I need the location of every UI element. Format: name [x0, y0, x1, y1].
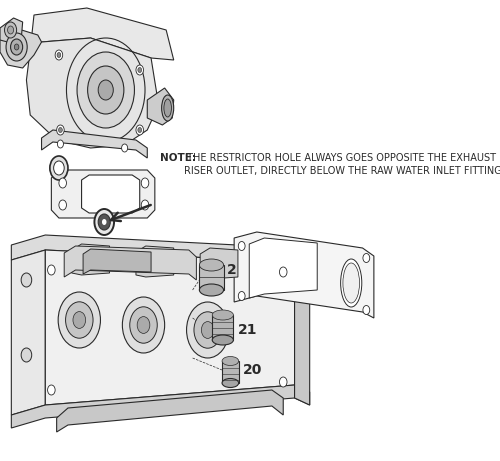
Circle shape [363, 254, 370, 262]
Circle shape [14, 44, 19, 50]
Polygon shape [222, 361, 238, 383]
Polygon shape [12, 385, 310, 428]
Polygon shape [0, 18, 22, 44]
Circle shape [55, 50, 62, 60]
Circle shape [58, 140, 64, 148]
Circle shape [54, 161, 64, 175]
Circle shape [21, 273, 32, 287]
Circle shape [141, 200, 149, 210]
Ellipse shape [212, 335, 234, 345]
Polygon shape [212, 315, 234, 340]
Circle shape [102, 219, 106, 225]
Polygon shape [52, 170, 155, 218]
Text: 20: 20 [242, 363, 262, 377]
Ellipse shape [212, 310, 234, 320]
Polygon shape [26, 38, 158, 148]
Polygon shape [0, 28, 42, 68]
Circle shape [21, 348, 32, 362]
Polygon shape [234, 232, 374, 318]
Ellipse shape [343, 263, 359, 303]
Circle shape [50, 156, 68, 180]
Circle shape [59, 178, 66, 188]
Polygon shape [64, 246, 196, 280]
Circle shape [58, 292, 100, 348]
Polygon shape [30, 8, 174, 60]
Polygon shape [200, 265, 224, 290]
Circle shape [186, 302, 229, 358]
Polygon shape [294, 255, 310, 405]
Circle shape [194, 312, 222, 348]
Circle shape [57, 53, 61, 58]
Polygon shape [46, 250, 294, 405]
Polygon shape [136, 246, 173, 277]
Circle shape [59, 200, 66, 210]
Circle shape [94, 209, 114, 235]
Polygon shape [148, 88, 174, 125]
Polygon shape [12, 250, 46, 415]
Ellipse shape [222, 378, 238, 388]
Circle shape [48, 385, 55, 395]
Circle shape [88, 66, 124, 114]
Circle shape [136, 125, 143, 135]
Circle shape [48, 265, 55, 275]
Polygon shape [42, 130, 148, 158]
Polygon shape [200, 248, 238, 279]
Circle shape [10, 39, 22, 55]
Circle shape [136, 65, 143, 75]
Circle shape [280, 377, 287, 387]
Circle shape [58, 128, 62, 132]
Circle shape [56, 125, 64, 135]
Ellipse shape [200, 259, 224, 271]
Text: THE RESTRICTOR HOLE ALWAYS GOES OPPOSITE THE EXHAUST: THE RESTRICTOR HOLE ALWAYS GOES OPPOSITE… [184, 153, 496, 163]
Circle shape [6, 33, 27, 61]
Polygon shape [82, 175, 140, 213]
Circle shape [363, 306, 370, 314]
Ellipse shape [164, 99, 172, 117]
Circle shape [137, 317, 150, 333]
Circle shape [138, 128, 141, 132]
Polygon shape [12, 235, 310, 270]
Ellipse shape [222, 356, 238, 366]
Text: RISER OUTLET, DIRECTLY BELOW THE RAW WATER INLET FITTING.: RISER OUTLET, DIRECTLY BELOW THE RAW WAT… [184, 166, 500, 176]
Circle shape [77, 52, 134, 128]
Polygon shape [249, 238, 317, 298]
Circle shape [238, 291, 245, 301]
Circle shape [4, 22, 16, 38]
Circle shape [141, 178, 149, 188]
Ellipse shape [200, 284, 224, 296]
Circle shape [98, 80, 114, 100]
Polygon shape [56, 390, 283, 432]
Polygon shape [83, 249, 151, 274]
Text: 21: 21 [238, 323, 258, 337]
Circle shape [238, 242, 245, 250]
Circle shape [202, 322, 214, 338]
Circle shape [66, 302, 93, 338]
Ellipse shape [340, 259, 362, 307]
Circle shape [130, 307, 158, 343]
Circle shape [280, 267, 287, 277]
Text: 2: 2 [226, 263, 236, 277]
Circle shape [122, 297, 164, 353]
Ellipse shape [162, 95, 173, 121]
Polygon shape [72, 244, 110, 275]
Circle shape [138, 67, 141, 72]
Circle shape [98, 214, 110, 230]
Circle shape [73, 312, 86, 328]
Circle shape [122, 144, 128, 152]
Text: NOTE:: NOTE: [160, 153, 196, 163]
Circle shape [8, 26, 14, 34]
